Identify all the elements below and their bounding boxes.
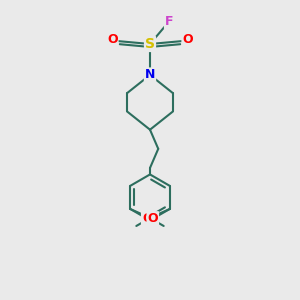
Text: O: O [142,212,152,225]
Text: N: N [145,68,155,81]
Text: O: O [148,212,158,225]
Text: F: F [165,15,173,28]
Text: O: O [107,33,118,46]
Text: S: S [145,37,155,51]
Text: O: O [182,33,193,46]
